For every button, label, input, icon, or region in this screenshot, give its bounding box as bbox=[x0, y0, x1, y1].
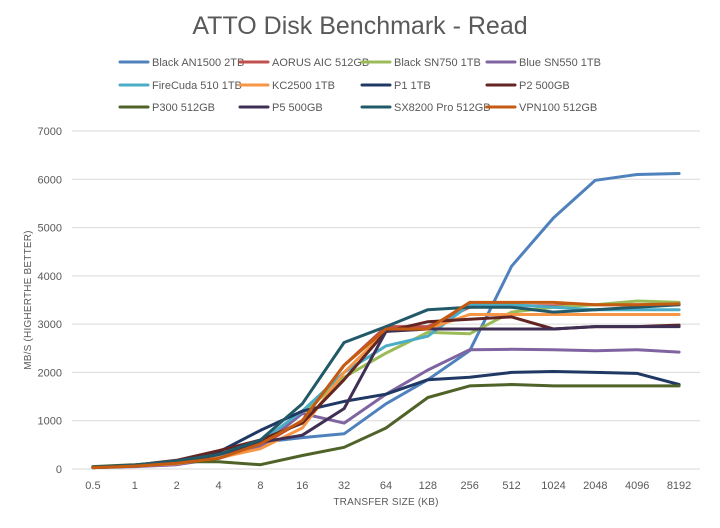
series-lines bbox=[91, 172, 681, 470]
legend-item: FireCuda 510 1TB bbox=[118, 80, 242, 92]
x-tick-label: 0.5 bbox=[85, 480, 100, 492]
x-axis-label: TRANSFER SIZE (KB) bbox=[333, 497, 438, 508]
y-axis-ticks: 0 1000 2000 3000 4000 5000 6000 7000 bbox=[38, 126, 62, 476]
legend: Black AN1500 2TB AORUS AIC 512GB Black SN7… bbox=[118, 57, 601, 114]
x-tick-label: 1 bbox=[132, 480, 138, 492]
x-tick-label: 8 bbox=[257, 480, 263, 492]
legend-item: VPN100 512GB bbox=[485, 102, 597, 114]
x-tick-label: 4 bbox=[215, 480, 221, 492]
legend-label: Black SN750 1TB bbox=[394, 57, 481, 69]
x-tick-label: 512 bbox=[502, 480, 520, 492]
legend-label: Black AN1500 2TB bbox=[152, 57, 244, 69]
legend-item: KC2500 1TB bbox=[238, 80, 335, 92]
legend-label: P300 512GB bbox=[152, 102, 215, 114]
x-tick-label: 8192 bbox=[667, 480, 691, 492]
y-tick-label: 2000 bbox=[38, 367, 62, 379]
legend-label: AORUS AIC 512GB bbox=[272, 57, 369, 69]
legend-item: P5 500GB bbox=[238, 102, 323, 114]
x-tick-label: 1024 bbox=[541, 480, 565, 492]
legend-item: SX8200 Pro 512GB bbox=[360, 102, 491, 114]
legend-label: P2 500GB bbox=[519, 80, 570, 92]
y-axis-label: MB/S (HIGHERTHE BETTER) bbox=[23, 230, 34, 369]
legend-item: P300 512GB bbox=[118, 102, 215, 114]
legend-label: FireCuda 510 1TB bbox=[152, 80, 242, 92]
y-tick-label: 7000 bbox=[38, 126, 62, 138]
y-tick-label: 6000 bbox=[38, 174, 62, 186]
x-tick-label: 32 bbox=[338, 480, 350, 492]
y-tick-label: 0 bbox=[56, 464, 62, 476]
x-tick-label: 4096 bbox=[625, 480, 649, 492]
series-line-11 bbox=[91, 303, 681, 469]
x-tick-label: 2048 bbox=[583, 480, 607, 492]
legend-item: Black SN750 1TB bbox=[360, 57, 481, 69]
x-axis-ticks: 0.5 1 2 4 8 16 32 64 128 256 512 1024 2048 4096 8192 bbox=[85, 480, 691, 492]
legend-item: AORUS AIC 512GB bbox=[238, 57, 369, 69]
legend-label: Blue SN550 1TB bbox=[519, 57, 601, 69]
legend-label: P5 500GB bbox=[272, 102, 323, 114]
x-tick-label: 256 bbox=[461, 480, 479, 492]
legend-label: VPN100 512GB bbox=[519, 102, 597, 114]
y-tick-label: 5000 bbox=[38, 223, 62, 235]
x-tick-label: 2 bbox=[174, 480, 180, 492]
legend-item: Black AN1500 2TB bbox=[118, 57, 244, 69]
y-tick-label: 1000 bbox=[38, 416, 62, 428]
legend-label: KC2500 1TB bbox=[272, 80, 335, 92]
legend-label: SX8200 Pro 512GB bbox=[394, 102, 491, 114]
series-line-12 bbox=[91, 300, 681, 470]
legend-item: P1 1TB bbox=[360, 80, 431, 92]
legend-item: P2 500GB bbox=[485, 80, 570, 92]
x-tick-label: 64 bbox=[380, 480, 392, 492]
legend-label: P1 1TB bbox=[394, 80, 431, 92]
x-tick-label: 128 bbox=[419, 480, 437, 492]
x-tick-label: 16 bbox=[296, 480, 308, 492]
y-tick-label: 3000 bbox=[38, 319, 62, 331]
y-tick-label: 4000 bbox=[38, 271, 62, 283]
chart-title: ATTO Disk Benchmark - Read bbox=[192, 12, 527, 40]
legend-item: Blue SN550 1TB bbox=[485, 57, 601, 69]
